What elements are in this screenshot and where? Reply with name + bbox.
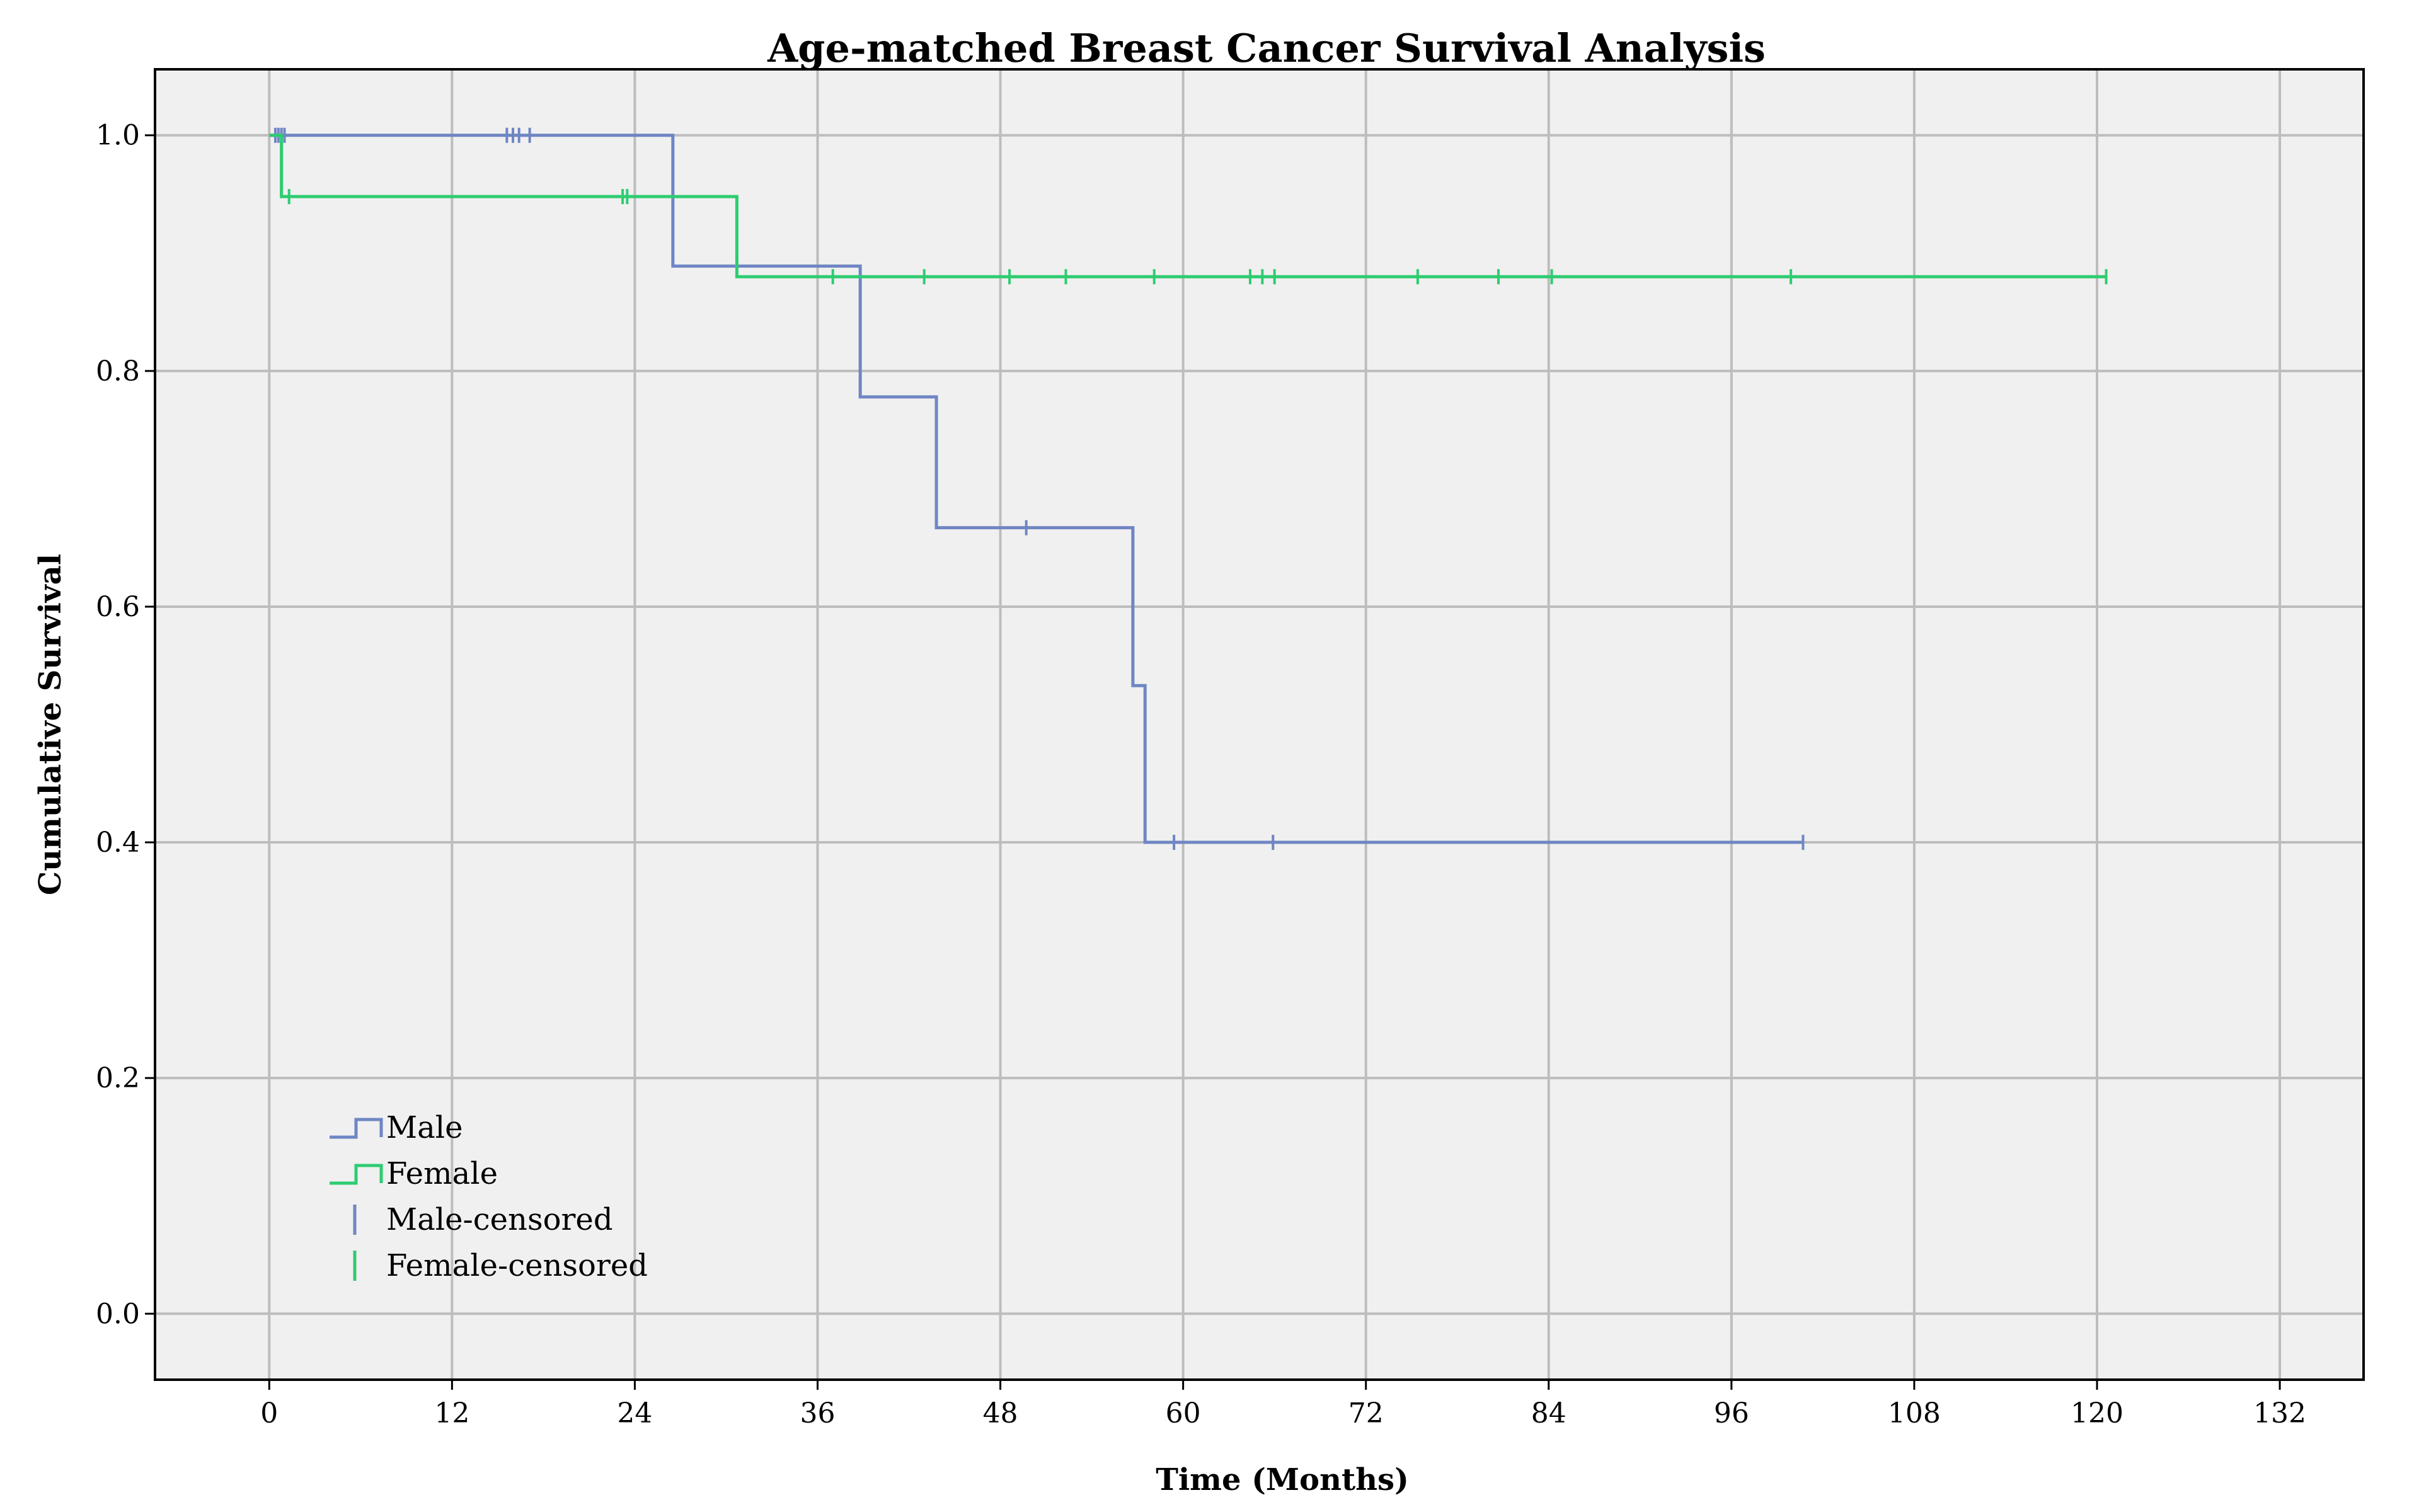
y-tick-label: 0.4 [96, 827, 140, 859]
plot-area [155, 69, 2364, 1380]
legend-male-label: Male [386, 1110, 463, 1145]
y-axis-label: Cumulative Survival [33, 554, 68, 895]
y-tick-label: 0.6 [96, 591, 140, 623]
y-axis: 0.0 0.2 0.4 0.6 0.8 1.0 [96, 120, 155, 1330]
legend-male-swatch [330, 1118, 383, 1139]
x-axis-label: Time (Months) [1156, 1462, 1409, 1498]
x-tick-label: 0 [260, 1397, 278, 1429]
x-tick-label: 36 [800, 1397, 836, 1429]
x-tick-label: 120 [2071, 1397, 2124, 1429]
male-survival-line [269, 134, 1803, 844]
x-axis: 0 12 24 36 48 60 72 84 96 108 120 132 [260, 1380, 2306, 1429]
y-tick-label: 0.8 [96, 355, 140, 387]
legend-female-swatch [330, 1164, 383, 1185]
plot-border [154, 68, 2365, 1381]
y-tick-label: 0.0 [96, 1298, 140, 1330]
x-tick-label: 84 [1531, 1397, 1566, 1429]
x-tick-label: 132 [2253, 1397, 2306, 1429]
x-tick-label: 72 [1348, 1397, 1384, 1429]
chart-title: Age-matched Breast Cancer Survival Analy… [767, 25, 1766, 71]
y-tick-label: 0.2 [96, 1062, 140, 1094]
legend-male-censored-label: Male-censored [386, 1202, 613, 1237]
x-tick-label: 12 [434, 1397, 469, 1429]
x-tick-label: 60 [1166, 1397, 1201, 1429]
x-tick-label: 108 [1888, 1397, 1941, 1429]
series-layer [269, 127, 2108, 850]
legend-female-label: Female [386, 1156, 498, 1191]
legend-female-censored-label: Female-censored [386, 1248, 648, 1283]
y-tick-label: 1.0 [96, 120, 140, 152]
x-tick-label: 24 [617, 1397, 652, 1429]
female-survival-line [269, 134, 2106, 278]
x-tick-label: 48 [983, 1397, 1018, 1429]
x-tick-label: 96 [1714, 1397, 1749, 1429]
legend: Male Female Male-censored Female-censore… [330, 1110, 648, 1283]
